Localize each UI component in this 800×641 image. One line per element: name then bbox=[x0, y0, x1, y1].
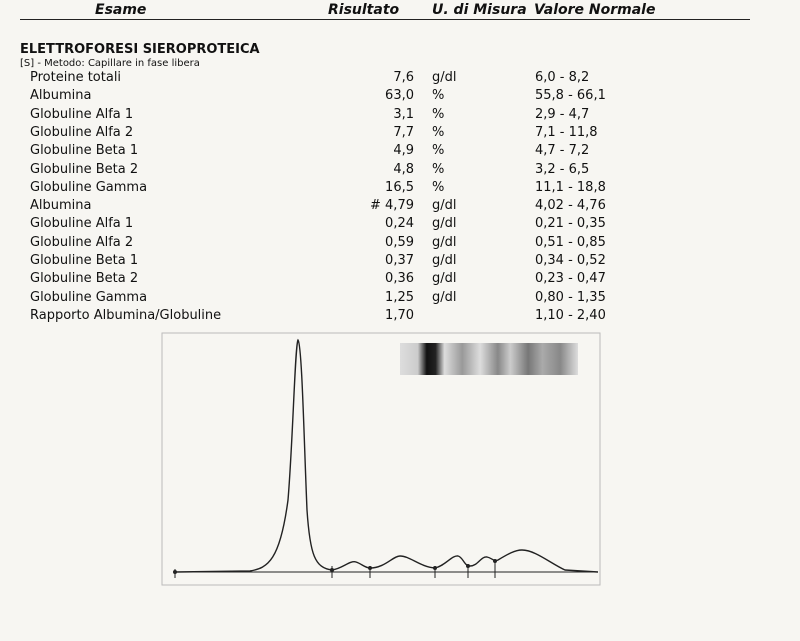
unit: g/dl bbox=[432, 70, 457, 85]
section-title: ELETTROFORESI SIEROPROTEICA bbox=[20, 42, 260, 57]
result: # 4,79 bbox=[370, 198, 414, 214]
unit: % bbox=[432, 124, 445, 140]
column-header: U. di Misura bbox=[432, 2, 527, 18]
exam-name: Globuline Alfa 2 bbox=[30, 234, 134, 250]
normal-range: 0,51 - 0,85 bbox=[535, 234, 606, 250]
normal-range: 0,21 - 0,35 bbox=[535, 216, 606, 232]
exam-name: Proteine totali bbox=[30, 70, 122, 85]
normal-range: 7,1 - 11,8 bbox=[535, 124, 598, 140]
result: 0,36 bbox=[385, 271, 414, 287]
exam-name: Globuline Alfa 1 bbox=[30, 216, 134, 232]
exam-name: Albumina bbox=[30, 88, 92, 104]
unit: % bbox=[432, 143, 445, 159]
normal-range: 4,7 - 7,2 bbox=[535, 143, 590, 159]
exam-name: Globuline Alfa 1 bbox=[30, 106, 134, 122]
result: 1,70 bbox=[385, 307, 414, 323]
unit: % bbox=[432, 161, 445, 177]
header-rule bbox=[20, 19, 750, 20]
normal-range: 3,2 - 6,5 bbox=[535, 161, 590, 177]
unit: g/dl bbox=[432, 253, 457, 268]
result: 0,24 bbox=[385, 216, 414, 232]
exam-name: Rapporto Albumina/Globuline bbox=[30, 307, 222, 323]
unit: % bbox=[432, 88, 445, 104]
result: 4,8 bbox=[393, 161, 414, 177]
result: 7,7 bbox=[393, 124, 414, 140]
column-header: Risultato bbox=[328, 2, 400, 18]
result: 63,0 bbox=[385, 88, 414, 104]
unit: % bbox=[432, 106, 445, 122]
normal-range: 0,80 - 1,35 bbox=[535, 289, 606, 305]
protein-curve bbox=[174, 338, 599, 573]
exam-name: Albumina bbox=[30, 198, 92, 214]
result: 3,1 bbox=[393, 106, 414, 122]
exam-name: Globuline Gamma bbox=[30, 179, 148, 195]
column-header: Valore Normale bbox=[534, 2, 656, 18]
unit: g/dl bbox=[432, 216, 457, 232]
unit: g/dl bbox=[432, 234, 457, 250]
result: 7,6 bbox=[393, 70, 414, 85]
normal-range: 55,8 - 66,1 bbox=[535, 88, 606, 104]
gel-band bbox=[400, 343, 578, 375]
result: 16,5 bbox=[385, 179, 414, 195]
unit: g/dl bbox=[432, 271, 457, 287]
unit: g/dl bbox=[432, 198, 457, 214]
exam-name: Globuline Beta 1 bbox=[30, 143, 139, 159]
exam-name: Globuline Beta 2 bbox=[30, 271, 139, 287]
exam-name: Globuline Gamma bbox=[30, 289, 148, 305]
column-header: Esame bbox=[95, 2, 147, 18]
plot-frame bbox=[161, 332, 601, 586]
exam-name: Globuline Beta 1 bbox=[30, 253, 139, 268]
normal-range: 11,1 - 18,8 bbox=[535, 179, 606, 195]
normal-range: 6,0 - 8,2 bbox=[535, 70, 590, 85]
result: 0,37 bbox=[385, 253, 414, 268]
normal-range: 4,02 - 4,76 bbox=[535, 198, 606, 214]
result: 1,25 bbox=[385, 289, 414, 305]
result: 0,59 bbox=[385, 234, 414, 250]
normal-range: 1,10 - 2,40 bbox=[535, 307, 606, 323]
unit: g/dl bbox=[432, 289, 457, 305]
normal-range: 2,9 - 4,7 bbox=[535, 106, 590, 122]
normal-range: 0,34 - 0,52 bbox=[535, 253, 606, 268]
exam-name: Globuline Alfa 2 bbox=[30, 124, 134, 140]
result: 4,9 bbox=[393, 143, 414, 159]
unit: % bbox=[432, 179, 445, 195]
exam-name: Globuline Beta 2 bbox=[30, 161, 139, 177]
method: [S] - Metodo: Capillare in fase libera bbox=[20, 58, 200, 69]
normal-range: 0,23 - 0,47 bbox=[535, 271, 606, 287]
